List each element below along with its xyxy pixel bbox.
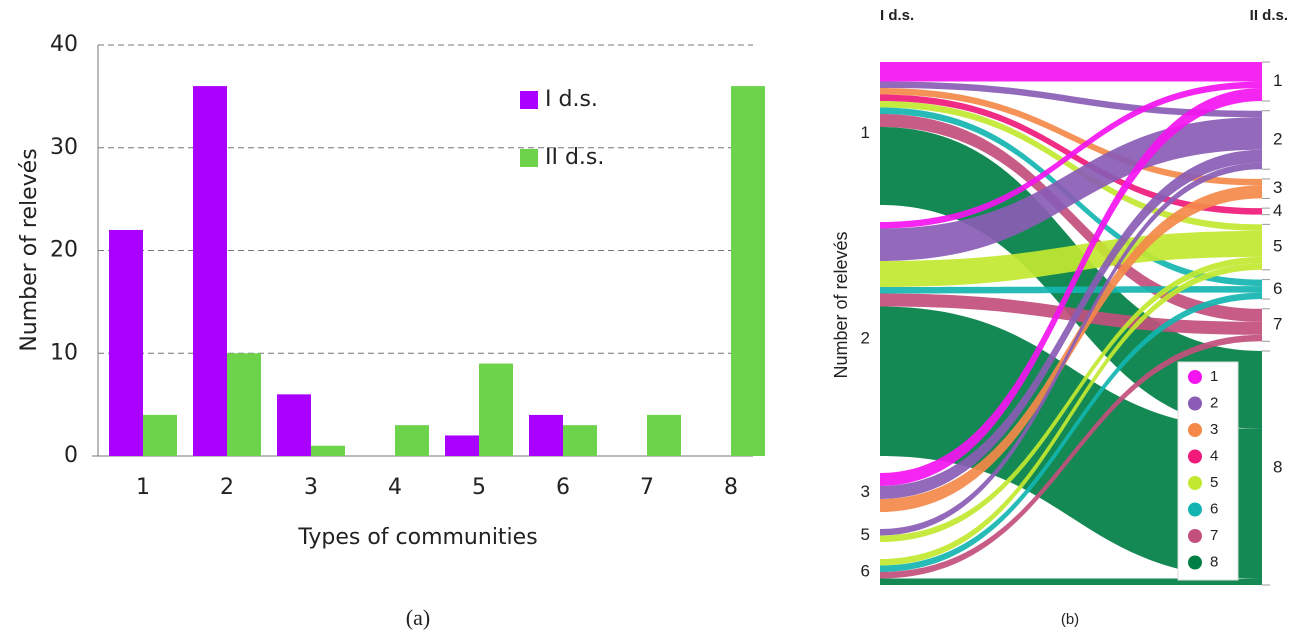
legend-dot	[1188, 370, 1202, 384]
x-tick-label: 1	[136, 475, 150, 500]
y-tick-label: 40	[50, 32, 78, 57]
legend-label: 6	[1210, 500, 1218, 517]
bar	[109, 229, 143, 456]
legend-label: I d.s.	[545, 87, 598, 112]
bar	[277, 394, 311, 456]
bar	[479, 363, 513, 456]
flow-band	[880, 334, 1262, 579]
legend-label: 7	[1210, 527, 1218, 544]
flow-band	[880, 162, 1262, 536]
source-label: 1	[861, 123, 870, 142]
target-label: 1	[1273, 71, 1282, 90]
x-tick-label: 4	[388, 475, 402, 500]
legend-label: 3	[1210, 421, 1218, 438]
flow-band	[880, 88, 1262, 186]
y-tick-label: 30	[50, 135, 78, 160]
x-label: Types of communities	[297, 525, 537, 550]
flow-band	[880, 114, 1262, 322]
legend-dot	[1188, 396, 1202, 411]
flow-band	[880, 127, 1262, 429]
legend-dot	[1188, 502, 1202, 517]
flow-band	[880, 256, 1262, 542]
bar	[227, 353, 261, 456]
x-tick-label: 2	[220, 475, 234, 500]
legend-label: 4	[1210, 447, 1218, 464]
flow-band	[880, 62, 1262, 82]
bar	[193, 86, 227, 456]
legend-dot	[1188, 555, 1202, 570]
y-label: Number of relevés	[17, 148, 42, 351]
source-label: 5	[861, 525, 870, 544]
bar	[311, 445, 345, 456]
flow-band	[880, 263, 1262, 566]
legend-label: 2	[1210, 394, 1218, 411]
flow-band	[880, 81, 1262, 229]
legend-swatch	[520, 149, 538, 167]
x-tick-label: 8	[724, 475, 738, 500]
target-label: 4	[1273, 201, 1282, 220]
flow-band	[880, 81, 1262, 118]
x-tick-label: 7	[640, 475, 654, 500]
legend-dot	[1188, 476, 1202, 490]
flow-band	[880, 117, 1262, 261]
bar	[563, 425, 597, 456]
legend-label: 1	[1210, 368, 1218, 385]
bar	[445, 435, 479, 456]
legend-dot	[1188, 423, 1202, 437]
legend-swatch	[520, 91, 538, 109]
legend-label: II d.s.	[545, 145, 604, 170]
flow-band	[880, 149, 1262, 499]
target-label: 8	[1273, 457, 1282, 476]
target-label: 2	[1273, 129, 1282, 148]
x-tick-label: 3	[304, 475, 318, 500]
target-label: 3	[1273, 178, 1282, 197]
flow-band	[880, 230, 1262, 287]
target-label: 6	[1273, 279, 1282, 298]
source-label: 2	[861, 328, 870, 347]
bar	[647, 414, 681, 456]
y-tick-label: 20	[50, 238, 78, 263]
flow-band	[880, 88, 1262, 486]
legend-dot	[1188, 449, 1202, 464]
legend-dot	[1188, 529, 1202, 543]
source-label: 3	[861, 482, 870, 501]
bar	[395, 425, 429, 456]
bar	[529, 414, 563, 456]
caption: (a)	[406, 605, 430, 630]
chart-b: I d.s. II d.s. Number of relevés (b) 1 2 3…	[831, 7, 1288, 628]
target-label: 7	[1273, 315, 1282, 334]
legend-label: 5	[1210, 474, 1218, 491]
right-title: II d.s.	[1250, 7, 1288, 24]
target-label: 5	[1273, 237, 1282, 256]
flow-band	[880, 306, 1262, 579]
flow-band	[880, 292, 1262, 572]
left-title: I d.s.	[880, 7, 914, 24]
chart-a: Types of communities Number of relevés (…	[17, 32, 765, 630]
source-label: 6	[861, 561, 870, 580]
flow-band	[880, 101, 1262, 231]
legend-box	[1177, 361, 1239, 581]
y-tick-label: 0	[64, 443, 78, 468]
y-label: Number of relevés	[831, 231, 851, 378]
flow-band	[880, 578, 1262, 585]
legend-label: 8	[1210, 553, 1218, 570]
y-tick-label: 10	[50, 340, 78, 365]
x-tick-label: 5	[472, 475, 486, 500]
caption: (b)	[1061, 611, 1079, 628]
bar	[731, 86, 765, 456]
bar	[143, 414, 177, 456]
x-tick-label: 6	[556, 475, 570, 500]
